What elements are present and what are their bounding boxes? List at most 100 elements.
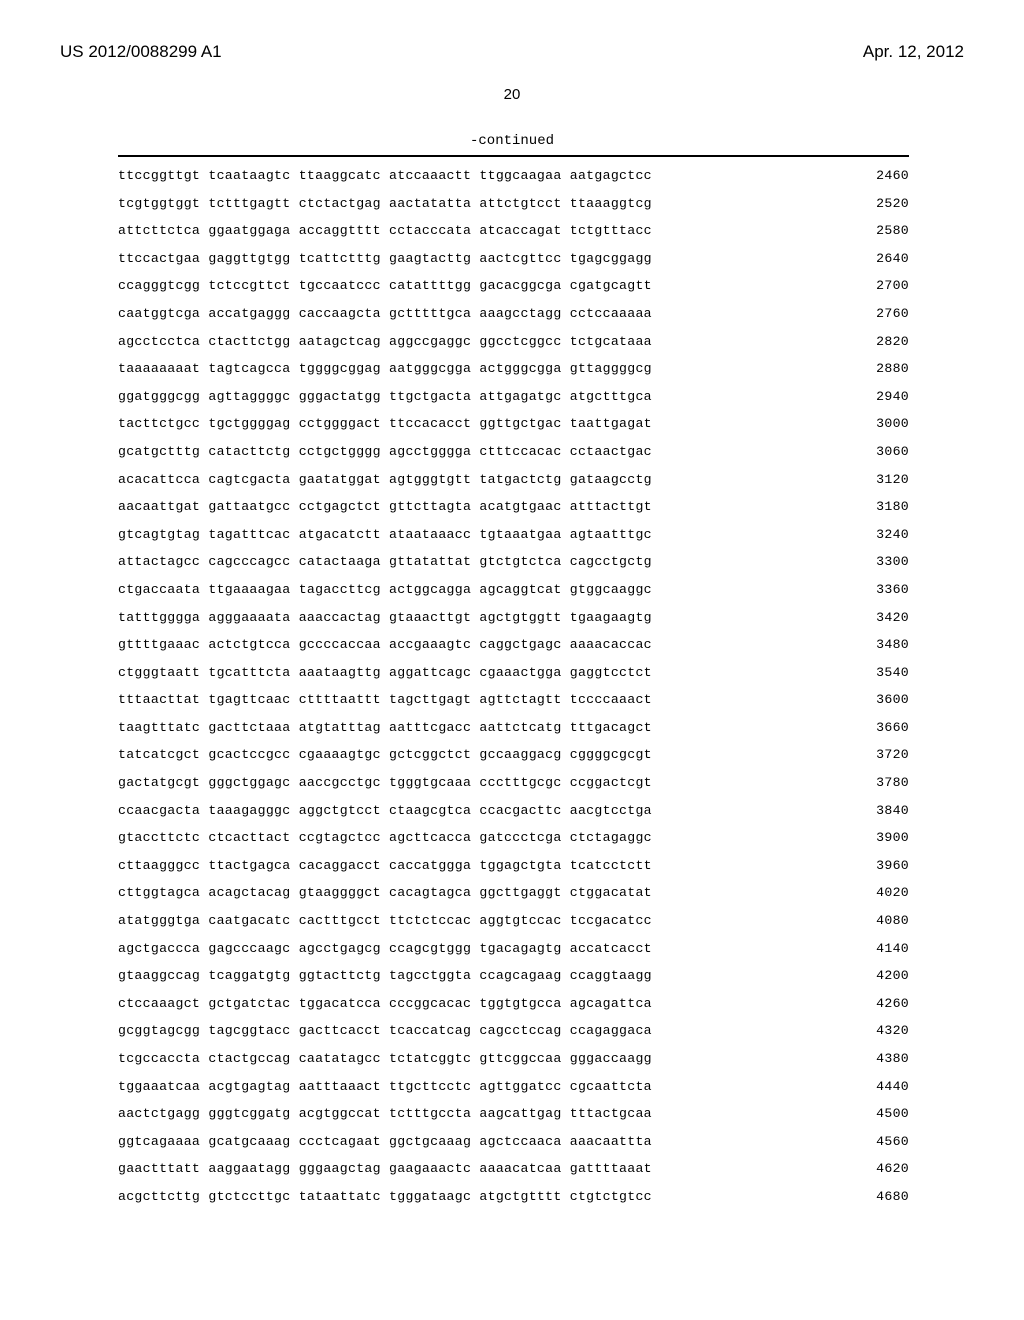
sequence-position: 2700 [854,279,909,292]
sequence-position: 2640 [854,252,909,265]
sequence-position: 4080 [854,914,909,927]
sequence-position: 2880 [854,362,909,375]
sequence-text: tttaacttat tgagttcaac cttttaattt tagcttg… [118,693,652,706]
sequence-row: ttccactgaa gaggttgtgg tcattctttg gaagtac… [118,252,909,265]
sequence-text: tatttgggga agggaaaata aaaccactag gtaaact… [118,611,652,624]
sequence-text: gtaaggccag tcaggatgtg ggtacttctg tagcctg… [118,969,652,982]
sequence-row: tggaaatcaa acgtgagtag aatttaaact ttgcttc… [118,1080,909,1093]
sequence-position: 3960 [854,859,909,872]
sequence-position: 3240 [854,528,909,541]
sequence-text: aacaattgat gattaatgcc cctgagctct gttctta… [118,500,652,513]
sequence-row: gactatgcgt gggctggagc aaccgcctgc tgggtgc… [118,776,909,789]
sequence-position: 3060 [854,445,909,458]
sequence-row: attactagcc cagcccagcc catactaaga gttatat… [118,555,909,568]
sequence-position: 2580 [854,224,909,237]
sequence-row: gcatgctttg catacttctg cctgctgggg agcctgg… [118,445,909,458]
sequence-position: 3900 [854,831,909,844]
sequence-row: attcttctca ggaatggaga accaggtttt cctaccc… [118,224,909,237]
sequence-text: tcgtggtggt tctttgagtt ctctactgag aactata… [118,197,652,210]
sequence-text: ctgaccaata ttgaaaagaa tagaccttcg actggca… [118,583,652,596]
sequence-text: gtcagtgtag tagatttcac atgacatctt ataataa… [118,528,652,541]
sequence-row: atatgggtga caatgacatc cactttgcct ttctctc… [118,914,909,927]
sequence-position: 4140 [854,942,909,955]
divider-top [118,155,909,157]
sequence-row: agcctcctca ctacttctgg aatagctcag aggccga… [118,335,909,348]
sequence-position: 2760 [854,307,909,320]
sequence-row: tacttctgcc tgctggggag cctggggact ttccaca… [118,417,909,430]
sequence-position: 3660 [854,721,909,734]
sequence-text: aactctgagg gggtcggatg acgtggccat tctttgc… [118,1107,652,1120]
sequence-position: 3840 [854,804,909,817]
sequence-text: attcttctca ggaatggaga accaggtttt cctaccc… [118,224,652,237]
sequence-row: acgcttcttg gtctccttgc tataattatc tgggata… [118,1190,909,1203]
sequence-row: ctgaccaata ttgaaaagaa tagaccttcg actggca… [118,583,909,596]
sequence-text: attactagcc cagcccagcc catactaaga gttatat… [118,555,652,568]
sequence-position: 3600 [854,693,909,706]
sequence-row: ttccggttgt tcaataagtc ttaaggcatc atccaaa… [118,169,909,182]
sequence-text: cttaagggcc ttactgagca cacaggacct caccatg… [118,859,652,872]
sequence-row: tcgccaccta ctactgccag caatatagcc tctatcg… [118,1052,909,1065]
sequence-row: taagtttatc gacttctaaa atgtatttag aatttcg… [118,721,909,734]
sequence-text: ttccggttgt tcaataagtc ttaaggcatc atccaaa… [118,169,652,182]
sequence-position: 3000 [854,417,909,430]
sequence-position: 4620 [854,1162,909,1175]
sequence-text: gttttgaaac actctgtcca gccccaccaa accgaaa… [118,638,652,651]
sequence-position: 4560 [854,1135,909,1148]
sequence-row: taaaaaaaat tagtcagcca tggggcggag aatgggc… [118,362,909,375]
sequence-text: gcggtagcgg tagcggtacc gacttcacct tcaccat… [118,1024,652,1037]
publication-number: US 2012/0088299 A1 [60,42,222,62]
sequence-text: tatcatcgct gcactccgcc cgaaaagtgc gctcggc… [118,748,652,761]
sequence-position: 4500 [854,1107,909,1120]
sequence-row: gcggtagcgg tagcggtacc gacttcacct tcaccat… [118,1024,909,1037]
sequence-row: gttttgaaac actctgtcca gccccaccaa accgaaa… [118,638,909,651]
sequence-position: 4200 [854,969,909,982]
sequence-text: acacattcca cagtcgacta gaatatggat agtgggt… [118,473,652,486]
sequence-text: gactatgcgt gggctggagc aaccgcctgc tgggtgc… [118,776,652,789]
sequence-text: gcatgctttg catacttctg cctgctgggg agcctgg… [118,445,652,458]
sequence-text: acgcttcttg gtctccttgc tataattatc tgggata… [118,1190,652,1203]
sequence-row: ctgggtaatt tgcatttcta aaataagttg aggattc… [118,666,909,679]
sequence-position: 4260 [854,997,909,1010]
sequence-row: tatcatcgct gcactccgcc cgaaaagtgc gctcggc… [118,748,909,761]
sequence-position: 4320 [854,1024,909,1037]
sequence-row: cttggtagca acagctacag gtaaggggct cacagta… [118,886,909,899]
sequence-position: 4680 [854,1190,909,1203]
sequence-position: 3120 [854,473,909,486]
sequence-row: gtcagtgtag tagatttcac atgacatctt ataataa… [118,528,909,541]
sequence-position: 3300 [854,555,909,568]
sequence-row: ctccaaagct gctgatctac tggacatcca cccggca… [118,997,909,1010]
sequence-position: 3180 [854,500,909,513]
sequence-row: tcgtggtggt tctttgagtt ctctactgag aactata… [118,197,909,210]
sequence-text: ctccaaagct gctgatctac tggacatcca cccggca… [118,997,652,1010]
sequence-position: 3540 [854,666,909,679]
sequence-text: cttggtagca acagctacag gtaaggggct cacagta… [118,886,652,899]
sequence-row: caatggtcga accatgaggg caccaagcta gcttttt… [118,307,909,320]
sequence-row: gtaaggccag tcaggatgtg ggtacttctg tagcctg… [118,969,909,982]
sequence-container: ttccggttgt tcaataagtc ttaaggcatc atccaaa… [0,155,1024,1203]
sequence-position: 3420 [854,611,909,624]
sequence-row: ggatgggcgg agttaggggc gggactatgg ttgctga… [118,390,909,403]
page-number: 20 [0,86,1024,103]
sequence-text: tacttctgcc tgctggggag cctggggact ttccaca… [118,417,652,430]
sequence-text: ccagggtcgg tctccgttct tgccaatccc catattt… [118,279,652,292]
continued-label: -continued [0,133,1024,149]
sequence-row: ggtcagaaaa gcatgcaaag ccctcagaat ggctgca… [118,1135,909,1148]
sequence-row: acacattcca cagtcgacta gaatatggat agtgggt… [118,473,909,486]
sequence-text: ttccactgaa gaggttgtgg tcattctttg gaagtac… [118,252,652,265]
sequence-text: agctgaccca gagcccaagc agcctgagcg ccagcgt… [118,942,652,955]
sequence-row: aactctgagg gggtcggatg acgtggccat tctttgc… [118,1107,909,1120]
sequence-text: caatggtcga accatgaggg caccaagcta gcttttt… [118,307,652,320]
sequence-text: agcctcctca ctacttctgg aatagctcag aggccga… [118,335,652,348]
sequence-text: ctgggtaatt tgcatttcta aaataagttg aggattc… [118,666,652,679]
sequence-row: ccaacgacta taaagagggc aggctgtcct ctaagcg… [118,804,909,817]
publication-date: Apr. 12, 2012 [863,42,964,62]
sequence-position: 2820 [854,335,909,348]
sequence-text: tcgccaccta ctactgccag caatatagcc tctatcg… [118,1052,652,1065]
sequence-text: taaaaaaaat tagtcagcca tggggcggag aatgggc… [118,362,652,375]
sequence-row: aacaattgat gattaatgcc cctgagctct gttctta… [118,500,909,513]
sequence-row: agctgaccca gagcccaagc agcctgagcg ccagcgt… [118,942,909,955]
sequence-row: tttaacttat tgagttcaac cttttaattt tagcttg… [118,693,909,706]
sequence-position: 3480 [854,638,909,651]
sequence-position: 4020 [854,886,909,899]
sequence-position: 3780 [854,776,909,789]
